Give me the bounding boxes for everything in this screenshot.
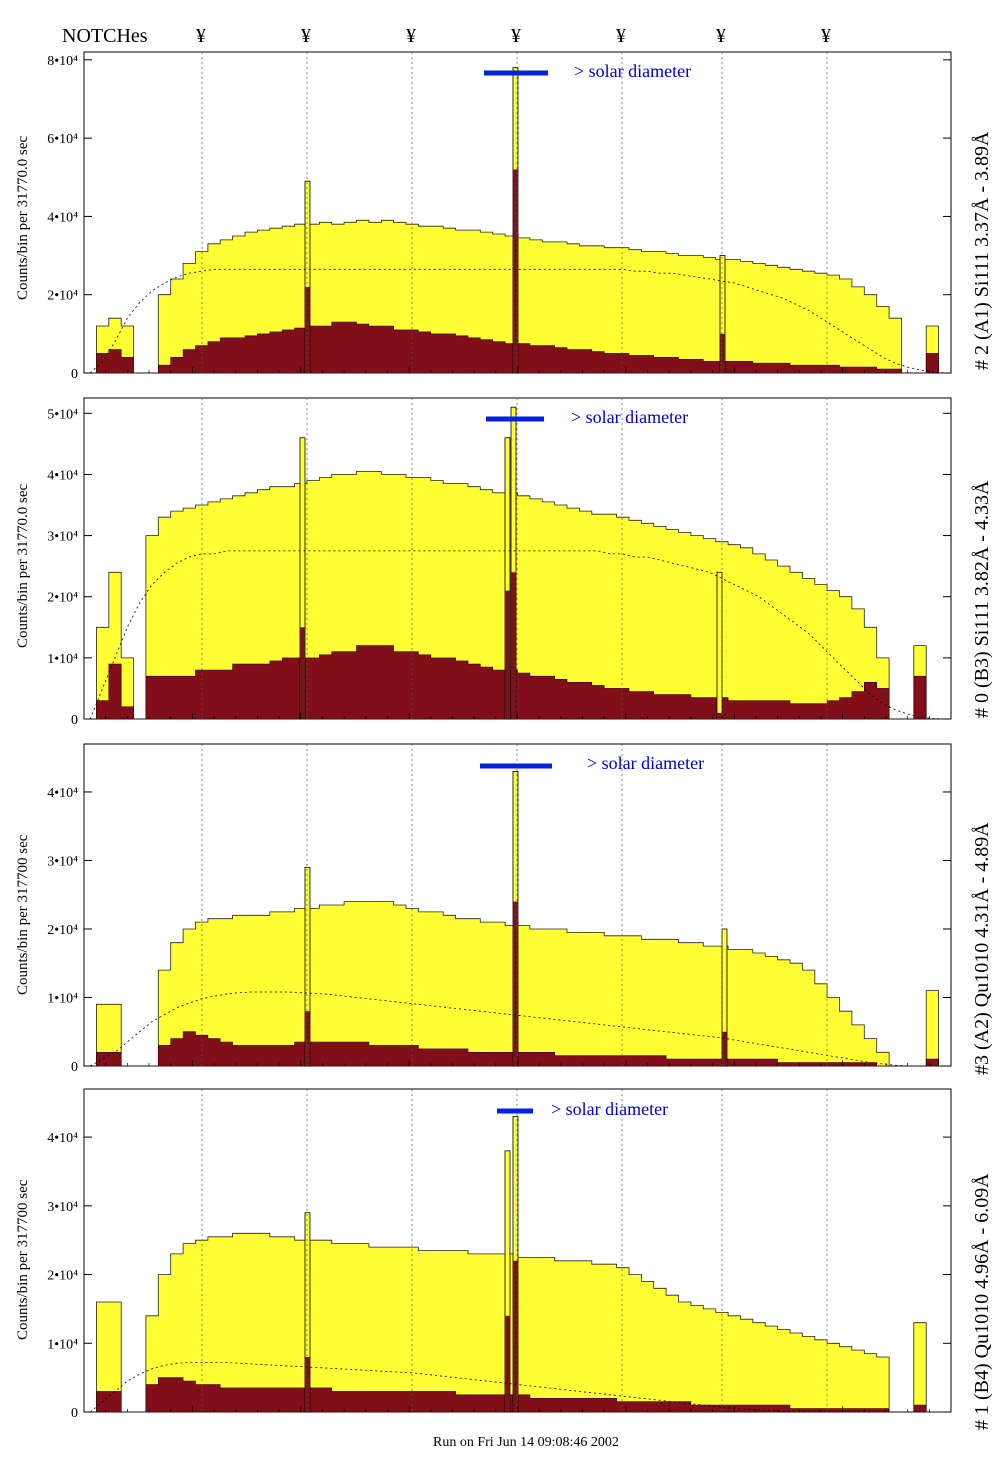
notch-marker-0: ¥ [196,25,206,47]
spike-inner-3 [717,712,722,719]
spike-inner-2 [720,333,725,373]
ytick-label-1: 1•10⁴ [47,991,78,1006]
solar-diameter-label-0: > solar diameter [574,61,691,81]
ytick-label-3: 3•10⁴ [47,530,78,545]
notch-marker-5: ¥ [716,25,726,47]
spike-inner-1 [505,590,510,719]
ylabel-2: Counts/bin per 317700 sec [15,834,31,995]
panel-label-3: # 1 (B4) Qu1010 4.96Å - 6.09Å [971,1173,993,1430]
chart-panel-0: # 2 (A1) Si111 3.37Å - 3.89Å Counts/bin … [15,51,993,382]
ytick-label-4: 4•10⁴ [47,1131,78,1146]
ytick-label-2: 2•10⁴ [47,1269,78,1284]
notch-marker-3: ¥ [511,25,521,47]
run-timestamp: Run on Fri Jun 14 09:08:46 2002 [433,1435,619,1450]
ylabel-0: Counts/bin per 31770.0 sec [15,136,31,300]
ytick-label-2: 2•10⁴ [47,591,78,606]
notch-marker-6: ¥ [821,25,831,47]
ytick-label-0: 0 [71,1406,78,1421]
spike-inner-2 [505,1315,510,1412]
ytick-label-4: 4•10⁴ [47,786,78,801]
spike-total-3 [716,571,723,720]
notch-marker-4: ¥ [616,25,626,47]
ytick-label-3: 3•10⁴ [47,854,78,869]
panel-label-2: #3 (A2) Qu1010 4.31Å - 4.89Å [971,822,993,1075]
panel-label-1: # 0 (B3) Si111 3.82Å - 4.33Å [971,480,993,718]
spike-inner-2 [511,572,516,719]
notch-marker-2: ¥ [406,25,416,47]
spike-inner-1 [513,169,518,373]
chart-panel-3: # 1 (B4) Qu1010 4.96Å - 6.09Å Counts/bin… [15,1088,993,1430]
ytick-label-3: 3•10⁴ [47,1200,78,1215]
chart-panel-2: #3 (A2) Qu1010 4.31Å - 4.89Å Counts/bin … [15,743,993,1075]
ytick-label-5: 5•10⁴ [47,407,78,422]
ytick-label-1: 1•10⁴ [47,652,78,667]
ytick-label-2: 4•10⁴ [47,210,78,225]
ytick-label-1: 2•10⁴ [47,289,78,304]
ytick-label-0: 0 [71,367,78,382]
ytick-label-4: 8•10⁴ [47,54,78,69]
spike-inner-1 [513,1260,518,1412]
ylabel-3: Counts/bin per 317700 sec [15,1179,31,1340]
spike-inner-0 [305,286,310,373]
chart-panel-1: # 0 (B3) Si111 3.82Å - 4.33Å Counts/bin … [15,397,993,728]
panel-label-0: # 2 (A1) Si111 3.37Å - 3.89Å [971,131,993,370]
series-inner-area [84,1031,951,1067]
notches-label: NOTCHes [62,25,148,47]
spike-inner-0 [305,1357,310,1412]
series-model-curve [90,991,945,1067]
ytick-label-4: 4•10⁴ [47,468,78,483]
solar-diameter-label-2: > solar diameter [587,753,704,773]
ytick-label-0: 0 [71,713,78,728]
ylabel-1: Counts/bin per 31770.0 sec [15,484,31,648]
solar-diameter-label-1: > solar diameter [571,407,688,427]
spike-inner-0 [305,1011,310,1066]
spike-inner-2 [722,1031,727,1066]
spike-inner-0 [300,627,305,719]
ytick-label-0: 0 [71,1060,78,1075]
ytick-label-1: 1•10⁴ [47,1337,78,1352]
ytick-label-2: 2•10⁴ [47,923,78,938]
solar-diameter-label-3: > solar diameter [551,1099,668,1119]
spike-inner-1 [513,901,518,1066]
ytick-label-3: 6•10⁴ [47,132,78,147]
notch-marker-1: ¥ [301,25,311,47]
